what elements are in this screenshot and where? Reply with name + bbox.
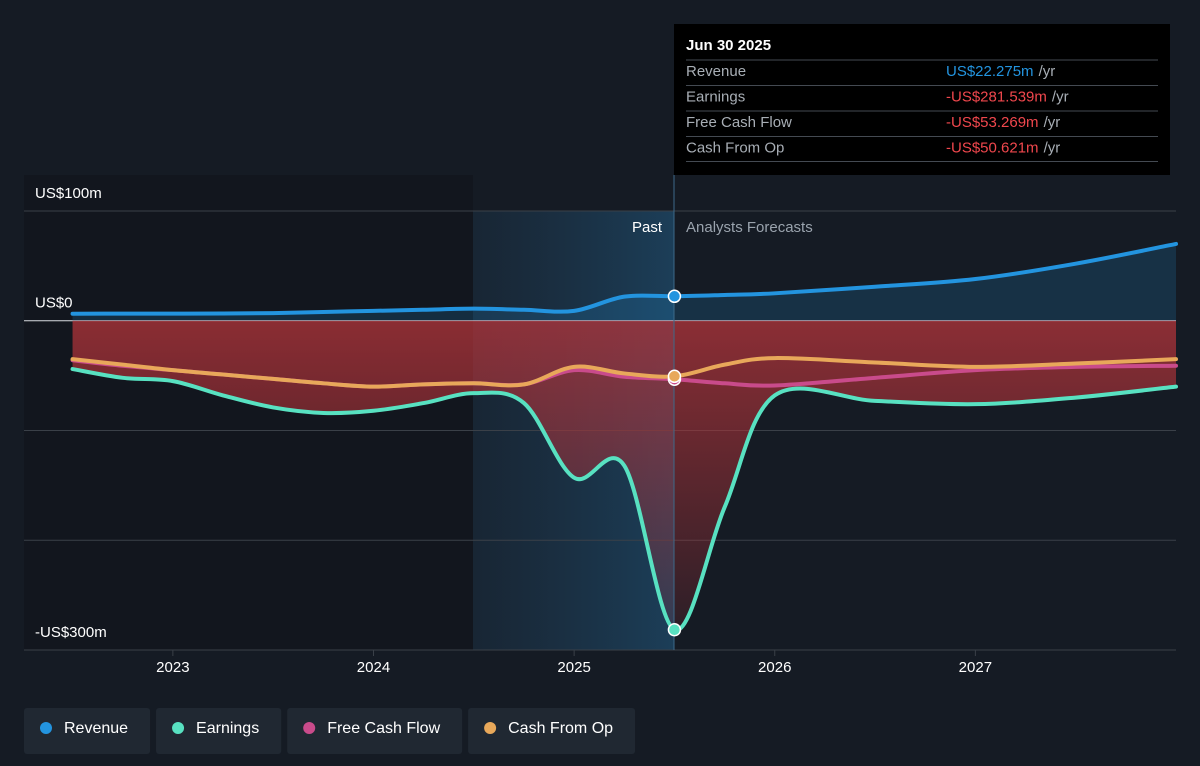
tooltip-label: Earnings xyxy=(686,88,745,105)
tooltip-label: Free Cash Flow xyxy=(686,114,792,131)
tooltip-amount: -US$53.269m xyxy=(946,114,1039,131)
legend-item[interactable]: Free Cash Flow xyxy=(287,708,463,754)
tooltip-value: -US$50.621m/yr xyxy=(946,139,1060,156)
tooltip-value: US$22.275m/yr xyxy=(946,63,1055,80)
past-label: Past xyxy=(632,219,663,236)
tooltip: Jun 30 2025 Revenue US$22.275m/yr Earnings… xyxy=(674,24,1170,175)
tooltip-value: -US$281.539m/yr xyxy=(946,88,1069,105)
x-tick-label: 2024 xyxy=(357,659,390,676)
line xyxy=(70,356,1178,389)
legend-button xyxy=(468,708,636,754)
tooltip-value: -US$53.269m/yr xyxy=(946,114,1060,131)
legend-button xyxy=(156,708,282,754)
x-tick-label: 2023 xyxy=(156,659,189,676)
y-tick-label: US$100m xyxy=(35,185,102,202)
legend-label: Revenue xyxy=(64,720,128,737)
y-tick-label: US$0 xyxy=(35,295,73,312)
x-tick-label: 2026 xyxy=(758,659,791,676)
legend-item[interactable]: Cash From Op xyxy=(468,708,636,754)
legend-label: Cash From Op xyxy=(508,720,613,737)
line xyxy=(70,367,1178,632)
legend-item[interactable]: Earnings xyxy=(156,708,282,754)
tooltip-unit: /yr xyxy=(1044,139,1061,156)
line xyxy=(70,241,1178,316)
legend-button xyxy=(287,708,463,754)
tooltip-unit: /yr xyxy=(1052,88,1069,105)
area xyxy=(72,320,1176,631)
legend-swatch xyxy=(484,722,497,734)
x-tick-label: 2027 xyxy=(959,659,992,676)
tooltip-amount: -US$50.621m xyxy=(946,139,1039,156)
legend-item[interactable]: Revenue xyxy=(24,708,151,754)
legend-label: Free Cash Flow xyxy=(327,720,440,737)
tooltip-label: Revenue xyxy=(686,63,746,80)
tooltip-title: Jun 30 2025 xyxy=(686,37,771,54)
legend-swatch xyxy=(172,722,185,734)
tooltip-unit: /yr xyxy=(1044,114,1061,131)
area xyxy=(72,243,1176,321)
tooltip-box xyxy=(674,24,1170,175)
legend-label: Earnings xyxy=(196,720,259,737)
highlight-dot xyxy=(667,289,682,304)
tooltip-amount: US$22.275m xyxy=(946,63,1034,80)
tooltip-unit: /yr xyxy=(1039,63,1056,80)
forecast-label: Analysts Forecasts xyxy=(686,219,813,236)
highlight-dot xyxy=(667,622,682,637)
y-tick-label: -US$300m xyxy=(35,624,107,641)
tooltip-label: Cash From Op xyxy=(686,139,784,156)
legend-swatch xyxy=(303,722,316,734)
past-region xyxy=(24,175,473,650)
legend-swatch xyxy=(40,722,52,734)
tooltip-amount: -US$281.539m xyxy=(946,88,1047,105)
highlight-dot xyxy=(667,369,682,384)
x-tick-label: 2025 xyxy=(557,659,590,676)
legend-button xyxy=(24,708,151,754)
